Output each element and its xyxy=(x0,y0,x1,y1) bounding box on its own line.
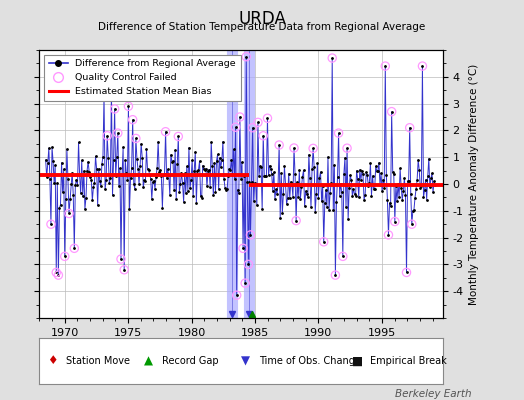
Point xyxy=(54,272,62,278)
Text: ▼: ▼ xyxy=(241,354,250,368)
Text: Station Move: Station Move xyxy=(66,356,129,366)
Point xyxy=(334,130,343,136)
Point xyxy=(52,269,60,276)
Point xyxy=(343,145,351,151)
Point xyxy=(47,221,55,227)
Point xyxy=(128,116,137,123)
Point xyxy=(381,63,389,69)
Text: Empirical Break: Empirical Break xyxy=(370,356,447,366)
Point xyxy=(391,218,399,225)
Point xyxy=(233,292,241,298)
Point xyxy=(309,145,318,152)
Point xyxy=(61,253,69,260)
Text: Berkeley Earth: Berkeley Earth xyxy=(395,389,472,399)
Point xyxy=(239,245,247,252)
Point xyxy=(120,266,128,273)
Point xyxy=(263,115,271,122)
Text: Difference of Station Temperature Data from Regional Average: Difference of Station Temperature Data f… xyxy=(99,22,425,32)
Point xyxy=(100,92,108,99)
Text: URDA: URDA xyxy=(238,10,286,28)
Point xyxy=(174,133,182,140)
Point xyxy=(331,272,340,278)
Point xyxy=(406,124,414,131)
Point xyxy=(408,221,416,227)
Point xyxy=(114,130,122,136)
Point xyxy=(241,280,249,286)
Point xyxy=(242,54,250,60)
Point xyxy=(248,124,257,131)
Point xyxy=(275,142,283,148)
Point xyxy=(232,124,240,130)
Point xyxy=(103,132,112,139)
Point xyxy=(70,245,79,252)
Point xyxy=(339,253,347,260)
Point xyxy=(236,114,244,120)
Point xyxy=(320,239,328,245)
Point xyxy=(246,232,255,238)
Legend: Difference from Regional Average, Quality Control Failed, Estimated Station Mean: Difference from Regional Average, Qualit… xyxy=(44,55,241,101)
Point xyxy=(328,55,336,61)
Point xyxy=(124,103,133,110)
Point xyxy=(107,87,116,93)
Point xyxy=(65,210,73,217)
Point xyxy=(259,132,267,139)
Text: ▲: ▲ xyxy=(144,354,153,368)
Point xyxy=(117,256,125,262)
Text: ■: ■ xyxy=(352,354,363,368)
Point xyxy=(244,261,253,268)
Text: Time of Obs. Change: Time of Obs. Change xyxy=(259,356,361,366)
Point xyxy=(290,145,298,151)
Text: Record Gap: Record Gap xyxy=(162,356,219,366)
Point xyxy=(418,63,427,69)
Point xyxy=(387,108,396,115)
Point xyxy=(384,232,392,238)
Y-axis label: Monthly Temperature Anomaly Difference (°C): Monthly Temperature Anomaly Difference (… xyxy=(469,63,479,305)
Point xyxy=(111,106,119,112)
Point xyxy=(254,119,262,126)
Point xyxy=(292,218,300,224)
Text: ♦: ♦ xyxy=(47,354,58,368)
Point xyxy=(402,269,411,276)
Point xyxy=(132,135,140,142)
Point xyxy=(161,128,170,135)
